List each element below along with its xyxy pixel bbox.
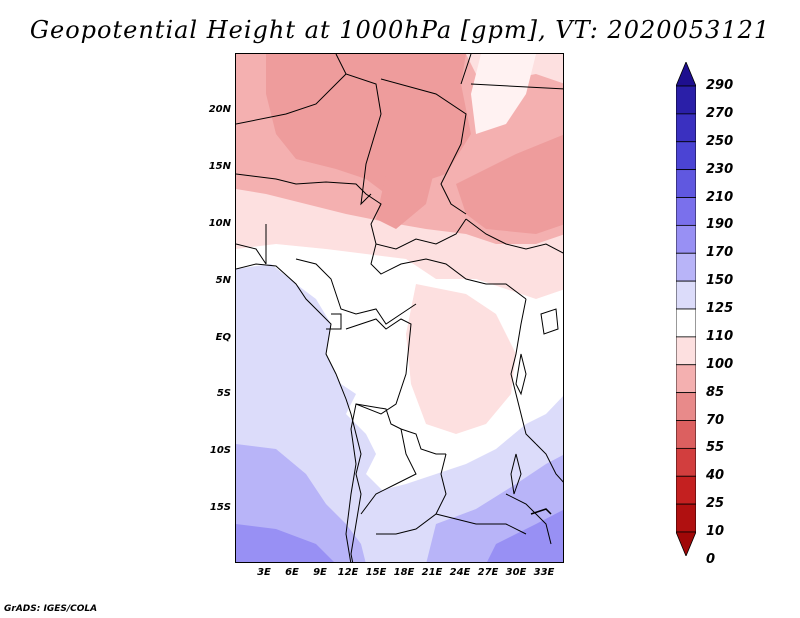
colorbar-segment: [676, 447, 696, 477]
colorbar-segment: [676, 392, 696, 421]
lat-label: 20N: [208, 104, 231, 115]
lat-label: 15N: [208, 161, 231, 172]
colorbar-label: 230: [706, 161, 734, 177]
field-70-85-central: [376, 94, 446, 229]
lake-outline: [530, 508, 552, 515]
lat-label: 15S: [209, 502, 231, 513]
lon-label: 27E: [477, 567, 499, 578]
colorbar-segment: [676, 420, 696, 449]
field-170-190-sw: [236, 524, 334, 562]
lon-label: 15E: [365, 567, 387, 578]
lon-label: 9E: [313, 567, 327, 578]
colorbar-segment: [676, 364, 696, 394]
colorbar-segment: [676, 224, 696, 254]
colorbar-segment: [676, 531, 696, 556]
credit-label: GrADS: IGES/COLA: [4, 604, 98, 614]
lon-label: 30E: [505, 567, 527, 578]
coastline: [236, 263, 362, 562]
colorbar-label: 150: [706, 273, 734, 289]
lon-label: 6E: [285, 567, 299, 578]
colorbar-label: 170: [706, 245, 734, 261]
colorbar-segment: [676, 141, 696, 171]
lake-outline: [540, 308, 559, 335]
map-title: Geopotential Height at 1000hPa [gpm], VT…: [29, 16, 771, 44]
colorbar-segment: [676, 280, 696, 310]
colorbar-label: 40: [706, 468, 725, 484]
colorbar-label: 270: [706, 105, 734, 121]
colorbar-label: 0: [706, 551, 716, 567]
lake-outline: [510, 453, 522, 495]
colorbar-label: 85: [706, 384, 725, 400]
colorbar-label: 100: [706, 356, 734, 372]
country-borders: [236, 54, 563, 562]
colorbar: [676, 62, 696, 556]
lake-outline: [515, 353, 527, 396]
colorbar-segment: [676, 475, 696, 505]
colorbar-segment: [676, 252, 696, 282]
lat-label: 5S: [216, 388, 231, 399]
lat-label: 10S: [209, 445, 231, 456]
colorbar-segment: [676, 308, 696, 338]
colorbar-segment: [676, 113, 696, 143]
colorbar-label: 70: [706, 412, 725, 428]
field-70-85-east: [456, 134, 563, 234]
colorbar-label: 55: [706, 440, 725, 456]
colorbar-segment: [676, 85, 696, 115]
colorbar-label: 250: [706, 133, 734, 149]
map-field: [236, 54, 563, 562]
lon-label: 12E: [337, 567, 359, 578]
field-white-blotch: [471, 54, 536, 134]
lat-label: 5N: [215, 275, 231, 286]
lon-label: 18E: [393, 567, 415, 578]
colorbar-label: 210: [706, 189, 734, 205]
field-170-190-se: [487, 510, 563, 562]
field-100-110-central: [406, 284, 516, 434]
lon-label: 21E: [421, 567, 443, 578]
colorbar-segment: [676, 169, 696, 198]
colorbar-segment: [676, 503, 696, 533]
colorbar-segment: [676, 62, 696, 87]
colorbar-label: 290: [706, 78, 734, 93]
colorbar-label: 190: [706, 217, 734, 233]
lon-label: 24E: [449, 567, 471, 578]
colorbar-segment: [676, 197, 696, 226]
colorbar-label: 110: [706, 328, 734, 344]
colorbar-segment: [676, 336, 696, 366]
colorbar-label: 125: [706, 301, 734, 316]
colorbar-label: 25: [706, 496, 725, 512]
lon-label: 33E: [533, 567, 555, 578]
map-panel: [235, 53, 564, 563]
colorbar-label: 10: [706, 524, 725, 539]
lat-label: EQ: [215, 332, 231, 343]
lon-label: 3E: [257, 567, 271, 578]
lat-label: 10N: [208, 218, 231, 229]
